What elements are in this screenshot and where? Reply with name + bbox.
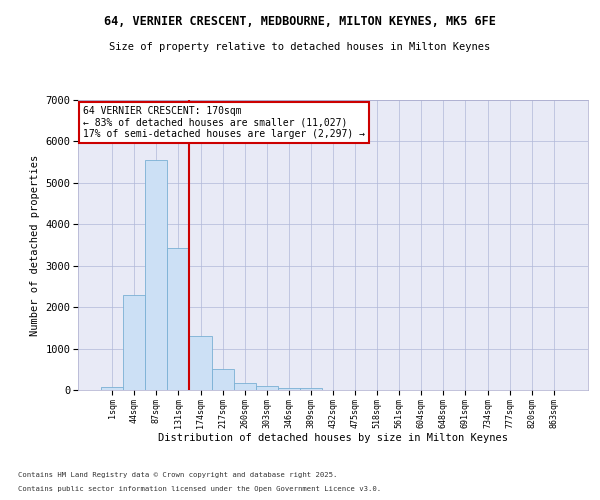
Text: Contains public sector information licensed under the Open Government Licence v3: Contains public sector information licen… xyxy=(18,486,381,492)
Bar xyxy=(101,387,123,390)
Text: Size of property relative to detached houses in Milton Keynes: Size of property relative to detached ho… xyxy=(109,42,491,52)
Bar xyxy=(212,370,233,390)
Text: 64, VERNIER CRESCENT, MEDBOURNE, MILTON KEYNES, MK5 6FE: 64, VERNIER CRESCENT, MEDBOURNE, MILTON … xyxy=(104,15,496,28)
Bar xyxy=(167,248,190,390)
Bar xyxy=(145,160,167,390)
Bar xyxy=(300,388,322,390)
Text: Contains HM Land Registry data © Crown copyright and database right 2025.: Contains HM Land Registry data © Crown c… xyxy=(18,472,337,478)
Bar xyxy=(123,294,145,390)
X-axis label: Distribution of detached houses by size in Milton Keynes: Distribution of detached houses by size … xyxy=(158,433,508,443)
Bar xyxy=(256,386,278,390)
Bar xyxy=(190,336,212,390)
Bar xyxy=(233,383,256,390)
Text: 64 VERNIER CRESCENT: 170sqm
← 83% of detached houses are smaller (11,027)
17% of: 64 VERNIER CRESCENT: 170sqm ← 83% of det… xyxy=(83,106,365,139)
Bar xyxy=(278,388,300,390)
Y-axis label: Number of detached properties: Number of detached properties xyxy=(30,154,40,336)
